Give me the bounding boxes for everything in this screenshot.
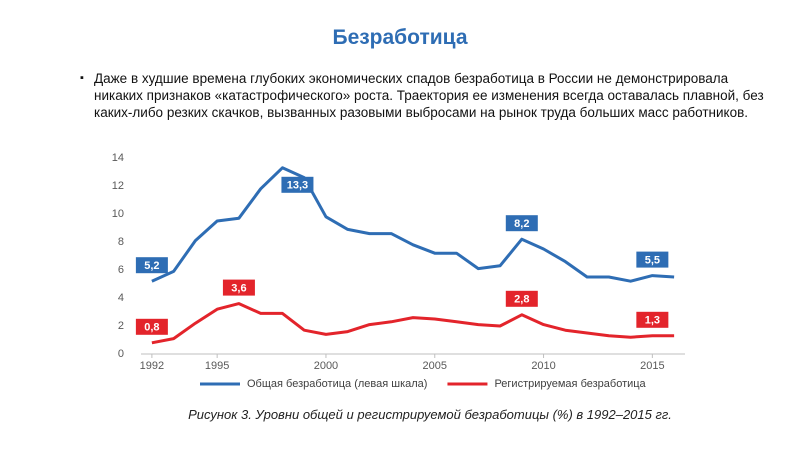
caption: Рисунок 3. Уровни общей и регистрируемой… [188,407,672,422]
y-tick-label: 0 [118,348,124,360]
data-label: 8,2 [514,218,529,230]
series-line [151,302,675,345]
legend-label: Регистрируемая безработица [494,378,646,390]
chart: 0 2 4 6 8 10 12 14 1992 1995 2000 2005 2010 2015 5,2 13… [112,152,685,390]
label-box [135,318,168,335]
data-label: 5,2 [144,260,159,272]
legend-label: Общая безработица (левая шкала) [247,378,427,390]
series-line [151,166,675,283]
label-box [505,290,538,307]
y-tick-label: 8 [118,236,124,248]
y-tick-label: 10 [112,208,124,220]
x-tick-label: 1992 [140,360,164,372]
y-tick-label: 4 [118,292,124,304]
y-tick-label: 14 [112,152,124,164]
label-box [505,215,538,232]
label-box [636,311,669,328]
x-tick-label: 2000 [314,360,338,372]
bullet-text: Даже в худшие времена глубоких экономиче… [80,70,764,121]
y-tick-label: 2 [118,320,124,332]
x-tick-label: 2010 [531,360,555,372]
data-label: 3,6 [231,283,246,295]
label-box [636,251,669,268]
data-label: 13,3 [287,180,308,192]
x-tick-label: 2015 [640,360,664,372]
x-tick-label: 1995 [205,360,229,372]
label-box [222,279,255,296]
label-box [135,257,168,274]
data-label: 1,3 [645,315,660,327]
y-tick-label: 12 [112,180,124,192]
label-box [281,176,314,193]
y-tick-label: 6 [118,264,124,276]
data-label: 2,8 [514,294,529,306]
data-label: 5,5 [645,255,660,267]
title: Безработица [332,26,468,49]
x-tick-label: 2005 [423,360,447,372]
data-label: 0,8 [144,322,159,334]
